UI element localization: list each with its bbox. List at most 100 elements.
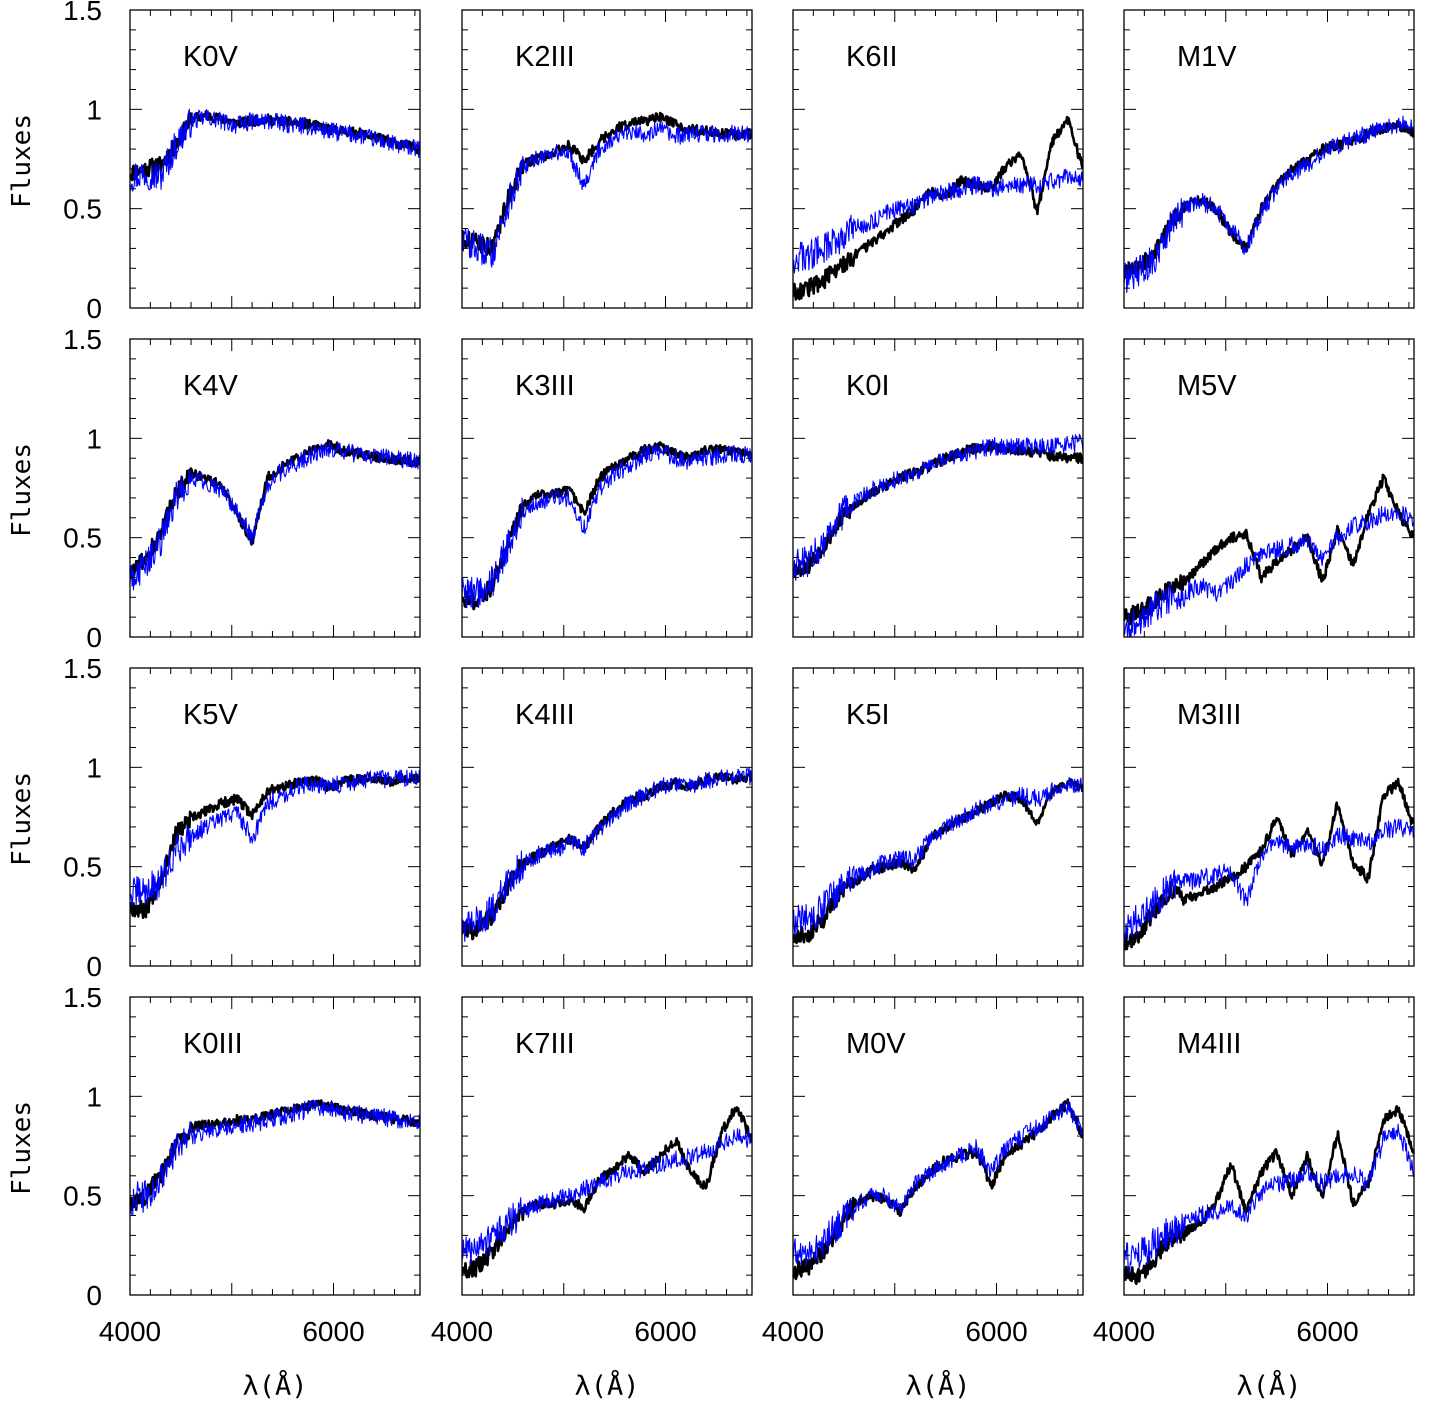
panel-k3iii: K3III bbox=[461, 338, 753, 638]
panel-frame bbox=[792, 667, 1084, 967]
panel-m0v: M0V 4000 6000 λ(Å) bbox=[762, 996, 1084, 1402]
series-model-line bbox=[793, 776, 1083, 937]
panel-frame bbox=[1123, 338, 1415, 638]
y-axis-label: Fluxes bbox=[7, 772, 37, 866]
panel-label: K5I bbox=[846, 699, 890, 731]
panel-k0v: K0V 0 0.5 1 1.5 Fluxes bbox=[7, 0, 421, 324]
series-model-line bbox=[462, 1128, 752, 1266]
y-axis-label: Fluxes bbox=[7, 114, 37, 208]
series-observed-line bbox=[462, 441, 752, 611]
series-observed-line bbox=[793, 778, 1083, 945]
y-tick-label: 0.5 bbox=[63, 1181, 102, 1212]
series-observed-line bbox=[1124, 119, 1414, 280]
y-tick-label: 0 bbox=[86, 622, 102, 653]
panel-k0iii: K0III 0 0.5 1 1.5 Fluxes 4000 6000 λ(Å) bbox=[7, 982, 421, 1402]
series-model-line bbox=[793, 433, 1083, 581]
series-model-line bbox=[1124, 818, 1414, 942]
panel-frame bbox=[129, 667, 421, 967]
x-tick-label: 6000 bbox=[634, 1316, 696, 1347]
series-model-line bbox=[793, 1101, 1083, 1267]
panel-frame bbox=[792, 9, 1084, 309]
y-tick-label: 1 bbox=[86, 423, 102, 454]
series-model-line bbox=[1124, 115, 1414, 294]
panel-k4v: K4V 0 0.5 1 1.5 Fluxes bbox=[7, 324, 421, 653]
panel-m5v: M5V bbox=[1123, 338, 1415, 638]
panel-label: K5V bbox=[183, 699, 238, 731]
panel-label: K0III bbox=[183, 1028, 243, 1060]
panel-label: K0I bbox=[846, 370, 890, 402]
series-model-line bbox=[793, 168, 1083, 274]
panel-k0i: K0I bbox=[792, 338, 1084, 638]
series-model-line bbox=[130, 769, 420, 908]
series-observed-line bbox=[793, 440, 1083, 578]
panel-label: K4III bbox=[515, 699, 575, 731]
panel-label: M0V bbox=[846, 1028, 906, 1060]
series-observed-line bbox=[1124, 777, 1414, 951]
series-model-line bbox=[130, 108, 420, 192]
series-model-line bbox=[462, 767, 752, 942]
x-axis-label: λ(Å) bbox=[574, 1370, 639, 1402]
panel-k5v: K5V 0 0.5 1 1.5 Fluxes bbox=[7, 653, 421, 982]
y-axis-label: Fluxes bbox=[7, 1101, 37, 1195]
panel-label: K0V bbox=[183, 41, 238, 73]
y-tick-label: 1.5 bbox=[63, 0, 102, 26]
series-observed-line bbox=[462, 1106, 752, 1279]
x-tick-label: 4000 bbox=[762, 1316, 824, 1347]
series-observed-line bbox=[130, 772, 420, 919]
x-axis-label: λ(Å) bbox=[242, 1370, 307, 1402]
panel-frame bbox=[1123, 667, 1415, 967]
panel-k6ii: K6II bbox=[792, 9, 1084, 309]
panel-label: K4V bbox=[183, 370, 238, 402]
panel-frame bbox=[461, 9, 753, 309]
panel-label: K2III bbox=[515, 41, 575, 73]
series-model-line bbox=[130, 439, 420, 591]
panel-frame bbox=[129, 996, 421, 1296]
panel-k5i: K5I bbox=[792, 667, 1084, 967]
y-tick-label: 1 bbox=[86, 94, 102, 125]
panel-m4iii: M4III 4000 6000 λ(Å) bbox=[1093, 996, 1415, 1402]
panel-frame bbox=[461, 667, 753, 967]
series-model-line bbox=[462, 120, 752, 268]
panel-frame bbox=[1123, 996, 1415, 1296]
series-model-line bbox=[1124, 505, 1414, 637]
panel-m1v: M1V bbox=[1123, 9, 1415, 309]
panel-frame bbox=[792, 996, 1084, 1296]
y-tick-label: 1 bbox=[86, 752, 102, 783]
series-model-line bbox=[462, 444, 752, 610]
y-tick-label: 0.5 bbox=[63, 523, 102, 554]
series-observed-line bbox=[793, 115, 1083, 301]
panel-frame bbox=[129, 338, 421, 638]
y-tick-label: 1 bbox=[86, 1081, 102, 1112]
panel-label: M4III bbox=[1177, 1028, 1241, 1060]
panel-frame bbox=[129, 9, 421, 309]
panel-label: M3III bbox=[1177, 699, 1241, 731]
x-tick-label: 4000 bbox=[1093, 1316, 1155, 1347]
series-observed-line bbox=[1124, 1105, 1414, 1285]
series-model-line bbox=[1124, 1123, 1414, 1273]
x-tick-label: 6000 bbox=[1296, 1316, 1358, 1347]
series-observed-line bbox=[462, 771, 752, 941]
x-tick-label: 6000 bbox=[302, 1316, 364, 1347]
panel-label: K7III bbox=[515, 1028, 575, 1060]
y-tick-label: 1.5 bbox=[63, 324, 102, 355]
panel-frame bbox=[792, 338, 1084, 638]
series-model-line bbox=[130, 1099, 420, 1216]
y-tick-label: 0 bbox=[86, 1280, 102, 1311]
panel-label: K6II bbox=[846, 41, 898, 73]
x-tick-label: 6000 bbox=[965, 1316, 1027, 1347]
x-axis-label: λ(Å) bbox=[1236, 1370, 1301, 1402]
panel-label: K3III bbox=[515, 370, 575, 402]
y-tick-label: 0.5 bbox=[63, 852, 102, 883]
panel-frame bbox=[461, 338, 753, 638]
panel-label: M1V bbox=[1177, 41, 1237, 73]
y-tick-label: 0 bbox=[86, 293, 102, 324]
panel-k2iii: K2III bbox=[461, 9, 753, 309]
panel-k7iii: K7III 4000 6000 λ(Å) bbox=[431, 996, 753, 1402]
x-tick-label: 4000 bbox=[99, 1316, 161, 1347]
y-axis-label: Fluxes bbox=[7, 443, 37, 537]
y-tick-label: 0 bbox=[86, 951, 102, 982]
panel-k4iii: K4III bbox=[461, 667, 753, 967]
x-tick-label: 4000 bbox=[431, 1316, 493, 1347]
y-tick-label: 1.5 bbox=[63, 982, 102, 1013]
